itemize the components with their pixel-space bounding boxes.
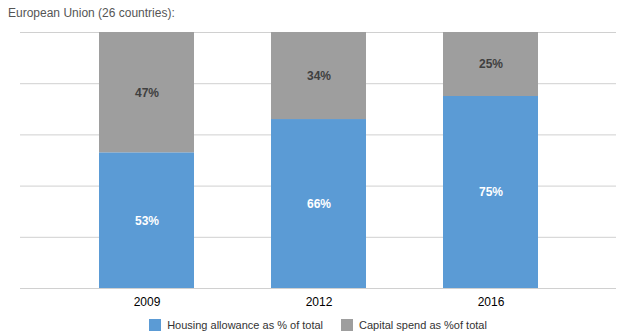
svg-text:53%: 53% [135, 214, 159, 228]
svg-text:2009: 2009 [134, 295, 161, 309]
svg-text:2012: 2012 [306, 295, 333, 309]
html-text:Capital spend as %of total: Capital spend as %of total [359, 319, 487, 331]
svg-text:2016: 2016 [478, 295, 505, 309]
svg-text:47%: 47% [135, 86, 159, 100]
svg-text:66%: 66% [307, 197, 331, 211]
svg-text:34%: 34% [307, 69, 331, 83]
svg-text:75%: 75% [479, 185, 503, 199]
html-text:Housing allowance as % of tota: Housing allowance as % of total [167, 319, 324, 331]
svg-text:25%: 25% [479, 57, 503, 71]
html-text:European Union (26 countries):: European Union (26 countries): [8, 6, 175, 20]
